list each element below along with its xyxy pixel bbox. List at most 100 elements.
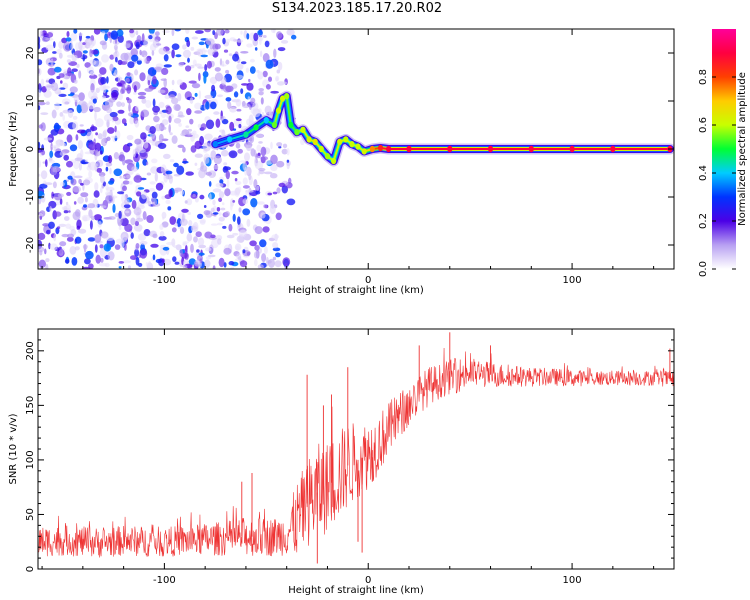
noise-speckle xyxy=(71,68,78,72)
noise-speckle xyxy=(151,197,157,207)
noise-speckle xyxy=(164,194,172,200)
noise-speckle xyxy=(185,171,194,176)
ridge-point xyxy=(369,145,375,153)
noise-speckle xyxy=(158,235,167,241)
noise-speckle xyxy=(188,219,193,227)
noise-speckle xyxy=(232,53,240,62)
noise-speckle xyxy=(73,201,77,205)
noise-speckle xyxy=(127,265,131,269)
ridge-point xyxy=(406,145,412,153)
noise-speckle xyxy=(259,50,263,58)
noise-speckle xyxy=(236,108,242,112)
noise-speckle xyxy=(256,144,262,152)
noise-speckle xyxy=(66,160,73,168)
noise-speckle xyxy=(202,142,211,152)
noise-speckle xyxy=(258,167,266,172)
noise-speckle xyxy=(52,181,57,189)
noise-speckle xyxy=(152,75,157,85)
noise-speckle xyxy=(216,29,224,36)
noise-speckle xyxy=(162,30,170,34)
noise-speckle xyxy=(260,156,269,161)
noise-speckle xyxy=(77,140,83,150)
noise-speckle xyxy=(110,135,118,139)
noise-speckle xyxy=(237,256,242,261)
y-tick-label: 0 xyxy=(25,146,36,152)
noise-speckle xyxy=(97,133,103,140)
noise-speckle xyxy=(262,70,268,78)
noise-speckle xyxy=(249,66,256,74)
noise-speckle xyxy=(53,41,56,49)
noise-speckle xyxy=(185,132,192,135)
noise-speckle xyxy=(85,35,91,39)
noise-speckle xyxy=(205,256,211,260)
noise-speckle xyxy=(257,71,264,80)
noise-speckle xyxy=(151,50,155,56)
ridge-point xyxy=(271,121,278,129)
noise-speckle xyxy=(45,263,49,269)
colorbar-tick-label: 0.8 xyxy=(698,69,709,85)
noise-speckle xyxy=(204,231,213,239)
y-tick-label: 10 xyxy=(25,95,36,108)
noise-speckle xyxy=(237,148,243,154)
noise-speckle xyxy=(236,39,244,43)
noise-speckle xyxy=(131,199,137,209)
noise-speckle xyxy=(155,31,160,37)
noise-speckle xyxy=(250,108,259,115)
noise-speckle xyxy=(124,198,130,205)
noise-speckle xyxy=(204,64,208,72)
noise-speckle xyxy=(94,244,98,253)
noise-speckle xyxy=(214,67,221,72)
noise-speckle xyxy=(246,33,250,40)
colorbar-gradient xyxy=(712,29,736,269)
noise-speckle xyxy=(38,36,41,45)
noise-speckle xyxy=(152,105,161,113)
noise-speckle xyxy=(209,193,212,201)
noise-speckle xyxy=(219,58,223,66)
noise-speckle xyxy=(272,256,277,261)
noise-speckle xyxy=(139,152,148,160)
colorbar-label: Normalized spectral amplitude xyxy=(737,72,748,226)
noise-speckle xyxy=(235,245,240,251)
noise-speckle xyxy=(50,164,53,175)
ridge-point xyxy=(253,124,259,131)
noise-speckle xyxy=(45,44,54,51)
noise-speckle xyxy=(188,80,197,84)
ridge-point xyxy=(343,136,349,143)
noise-speckle xyxy=(152,254,156,261)
noise-speckle xyxy=(64,258,70,264)
noise-speckle xyxy=(176,79,183,86)
noise-speckle xyxy=(182,265,187,269)
noise-speckle xyxy=(100,77,107,85)
noise-speckle xyxy=(286,29,295,36)
noise-speckle xyxy=(84,159,89,163)
noise-speckle xyxy=(89,150,94,155)
noise-speckle xyxy=(122,157,126,166)
noise-speckle xyxy=(240,30,243,35)
noise-speckle xyxy=(225,59,230,65)
ridge-point xyxy=(610,145,616,153)
noise-speckle xyxy=(100,231,109,239)
noise-speckle xyxy=(265,84,271,90)
noise-speckle xyxy=(234,74,244,79)
ridge-point xyxy=(312,138,318,145)
noise-speckle xyxy=(150,243,159,248)
noise-speckle xyxy=(223,49,229,53)
ridge-point xyxy=(284,93,290,100)
noise-speckle xyxy=(223,166,231,171)
noise-speckle xyxy=(148,35,153,40)
colorbar-ticks: 0.0 0.2 0.4 0.6 0.8 xyxy=(698,69,736,277)
noise-speckle xyxy=(69,86,78,93)
noise-speckle xyxy=(124,60,128,64)
noise-speckle xyxy=(131,73,134,82)
noise-speckle xyxy=(80,182,84,186)
noise-speckle xyxy=(116,29,124,37)
noise-speckle xyxy=(205,38,215,46)
noise-speckle xyxy=(241,83,249,86)
noise-speckle xyxy=(143,229,151,237)
noise-speckle xyxy=(141,190,148,200)
noise-speckle xyxy=(163,54,169,62)
noise-speckle xyxy=(121,118,127,125)
ridge-point xyxy=(212,141,218,148)
noise-speckle xyxy=(62,114,65,121)
noise-speckle xyxy=(166,241,175,246)
